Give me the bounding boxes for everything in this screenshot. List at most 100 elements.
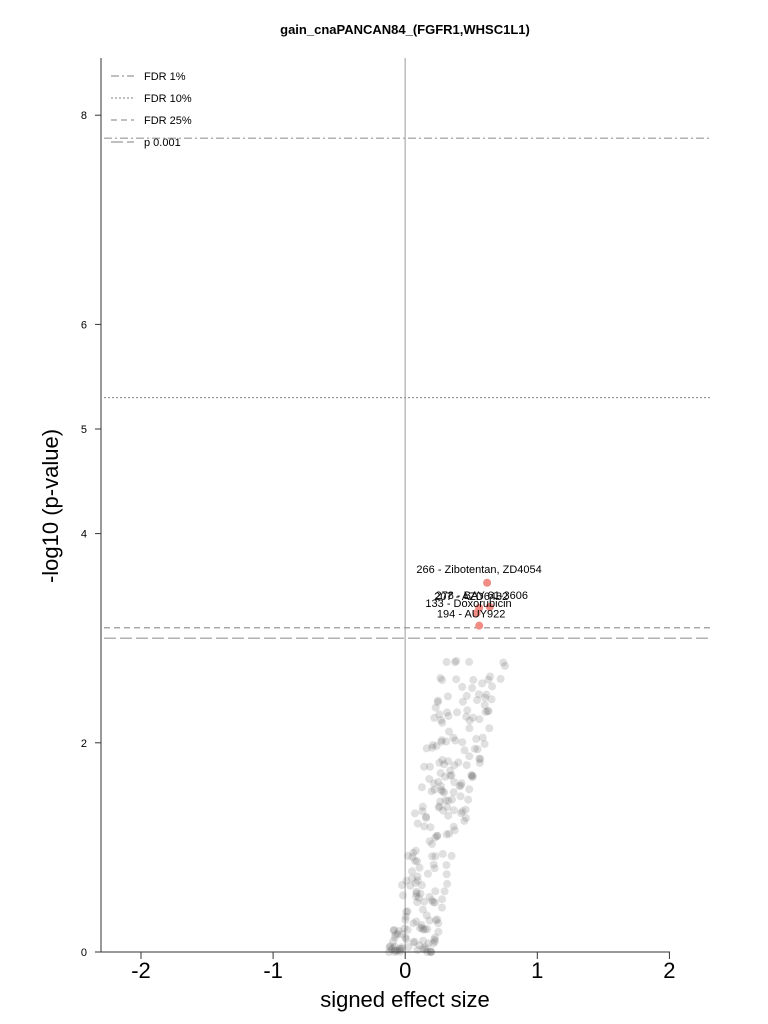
data-point <box>403 925 412 934</box>
x-axis-label: signed effect size <box>320 987 490 1012</box>
data-point <box>400 924 409 933</box>
data-point <box>438 849 447 858</box>
background-points <box>385 656 509 956</box>
data-point <box>413 819 422 828</box>
data-point <box>437 786 446 794</box>
y-axis: 0 2 4 5 6 8 <box>81 58 102 959</box>
data-point <box>456 781 465 790</box>
data-point <box>465 724 474 733</box>
data-point <box>465 657 474 666</box>
data-point <box>462 691 471 700</box>
data-point <box>425 775 434 783</box>
data-point <box>408 874 416 883</box>
data-point <box>444 712 453 720</box>
data-point <box>484 707 493 715</box>
y-tick-label: 2 <box>81 738 87 750</box>
data-point <box>483 707 492 716</box>
data-point <box>435 758 444 767</box>
data-point <box>438 756 447 764</box>
data-point <box>417 921 426 930</box>
data-point <box>422 813 430 822</box>
data-point <box>448 795 456 804</box>
data-point <box>496 674 505 683</box>
chart-title: gain_cnaPANCAN84_(FGFR1,WHSC1L1) <box>280 22 530 37</box>
data-point <box>442 658 451 666</box>
data-point <box>411 846 420 855</box>
data-point <box>437 782 445 791</box>
highlighted-point <box>483 578 492 587</box>
data-point <box>436 797 445 806</box>
x-tick-label: 0 <box>399 958 411 983</box>
data-point <box>433 915 442 924</box>
data-point <box>442 737 451 746</box>
data-point <box>410 937 419 946</box>
data-point <box>458 738 467 747</box>
data-point <box>412 887 421 896</box>
data-point <box>417 923 426 932</box>
data-point <box>433 698 442 707</box>
data-point <box>406 881 415 890</box>
highlighted-point-label: 207 - AZD6482 <box>434 591 508 603</box>
data-point <box>409 919 418 928</box>
legend-label: p 0.001 <box>144 137 181 149</box>
data-point <box>441 796 450 805</box>
data-point <box>428 743 437 752</box>
data-point <box>447 771 456 780</box>
data-point <box>434 927 443 936</box>
data-point <box>450 826 459 835</box>
data-point <box>428 741 437 750</box>
data-point <box>393 930 402 938</box>
data-point <box>422 744 431 753</box>
data-point <box>449 822 458 831</box>
data-point <box>419 944 428 953</box>
data-point <box>458 807 467 816</box>
data-point <box>413 872 422 881</box>
data-point <box>432 741 441 750</box>
data-point <box>480 701 489 710</box>
highlighted-point-label: 194 - AUY922 <box>437 609 506 621</box>
data-point <box>402 935 411 944</box>
data-point <box>460 816 469 825</box>
data-point <box>440 788 449 797</box>
data-point <box>444 811 453 820</box>
data-point <box>416 889 425 898</box>
data-point <box>417 881 426 890</box>
data-point <box>430 864 439 873</box>
data-point <box>412 892 420 901</box>
data-point <box>501 661 509 670</box>
highlighted-labels: 266 - Zibotentan, ZD4054 278 - BAY 61-360… <box>416 564 541 621</box>
data-point <box>413 898 422 907</box>
data-point <box>450 778 459 787</box>
y-tick-label: 6 <box>81 319 87 331</box>
data-point <box>431 887 440 896</box>
y-axis-label: -log10 (p-value) <box>38 429 63 583</box>
data-point <box>444 757 453 766</box>
data-point <box>398 930 406 939</box>
data-point <box>404 851 412 860</box>
data-point <box>431 916 440 925</box>
data-point <box>423 869 432 878</box>
data-point <box>442 861 451 870</box>
data-point <box>469 713 477 722</box>
highlighted-point <box>485 602 494 611</box>
data-point <box>433 831 442 840</box>
data-point <box>431 852 440 861</box>
data-point <box>449 788 458 797</box>
data-point <box>392 946 401 955</box>
data-point <box>452 675 461 684</box>
data-point <box>464 795 473 804</box>
highlighted-point-label: 133 - Doxorubicin <box>425 598 511 610</box>
data-point <box>443 692 452 701</box>
data-point <box>460 746 469 755</box>
data-point <box>443 879 452 888</box>
data-point <box>465 752 474 761</box>
data-point <box>438 787 447 796</box>
data-point <box>420 762 429 771</box>
data-point <box>445 727 453 736</box>
data-point <box>431 933 439 942</box>
data-point <box>409 848 418 857</box>
data-point <box>467 771 476 780</box>
data-point <box>449 733 458 742</box>
data-point <box>413 857 422 866</box>
